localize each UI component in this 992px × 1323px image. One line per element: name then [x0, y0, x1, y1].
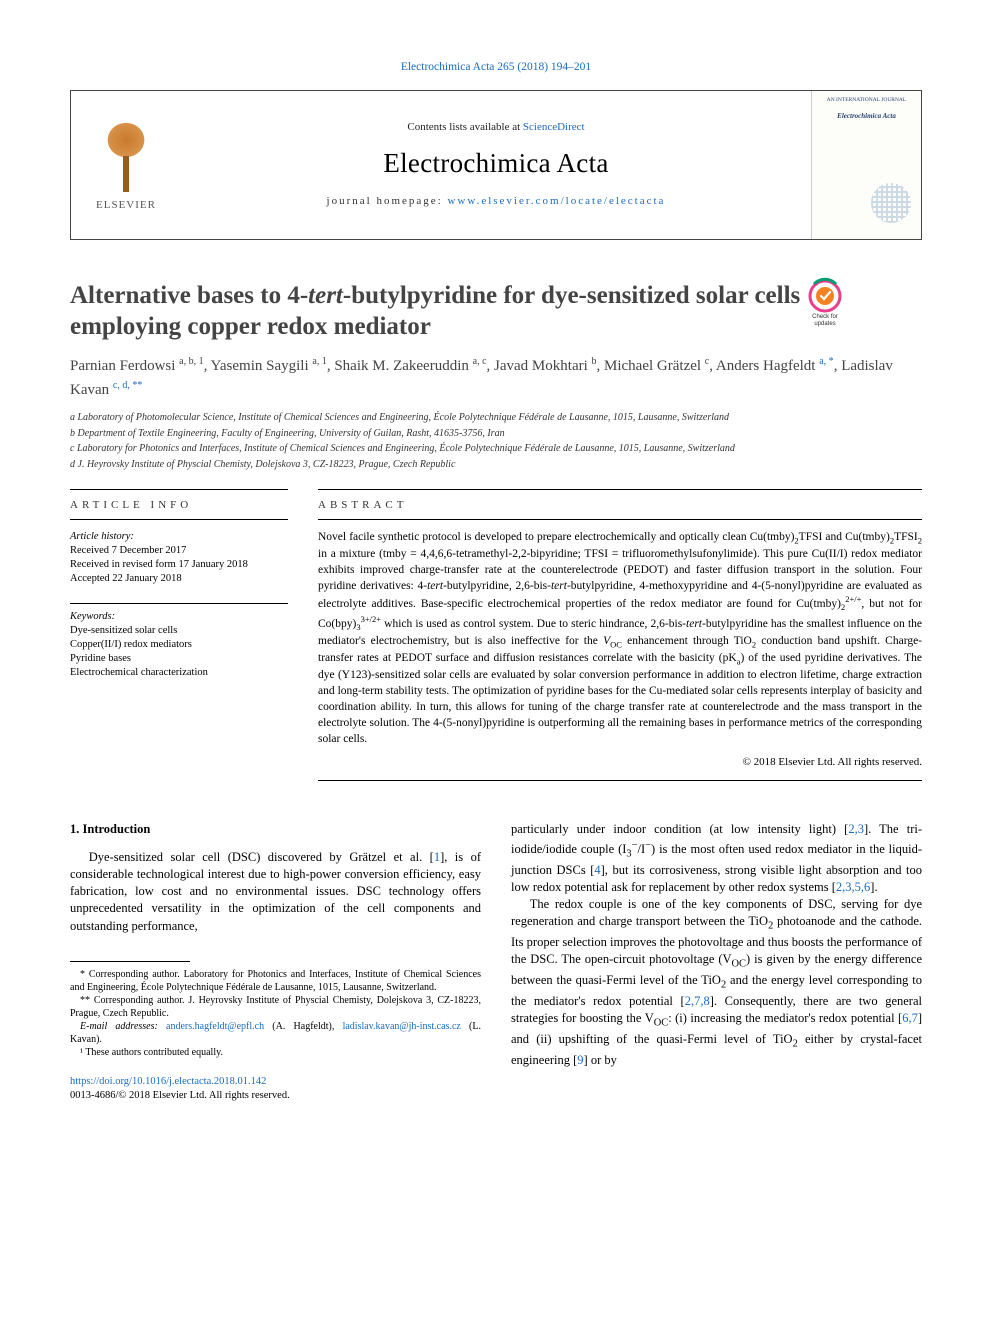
email-link-1[interactable]: anders.hagfeldt@epfl.ch [166, 1021, 264, 1032]
footnote-equal-contrib: ¹ These authors contributed equally. [70, 1046, 481, 1059]
svg-text:Check for: Check for [812, 314, 838, 320]
elsevier-logo: ELSEVIER [71, 91, 181, 239]
section-heading: 1. Introduction [70, 821, 481, 838]
left-column: 1. Introduction Dye-sensitized solar cel… [70, 821, 481, 1103]
issn-copyright: 0013-4686/© 2018 Elsevier Ltd. All right… [70, 1089, 481, 1103]
history-revised: Received in revised form 17 January 2018 [70, 558, 288, 572]
cover-small-text: AN INTERNATIONAL JOURNAL [820, 97, 913, 103]
contents-prefix: Contents lists available at [407, 121, 522, 133]
running-head: Electrochimica Acta 265 (2018) 194–201 [70, 60, 922, 76]
body-two-column: 1. Introduction Dye-sensitized solar cel… [70, 821, 922, 1103]
globe-icon [871, 183, 911, 223]
right-column: particularly under indoor condition (at … [511, 821, 922, 1103]
article-title: Alternative bases to 4-tert-butylpyridin… [70, 280, 922, 343]
keywords-list: Dye-sensitized solar cells Copper(II/I) … [70, 624, 288, 681]
footnote-corresponding-1: * Corresponding author. Laboratory for P… [70, 968, 481, 994]
publisher-label: ELSEVIER [96, 198, 156, 213]
abstract-text: Novel facile synthetic protocol is devel… [318, 530, 922, 748]
footnotes: * Corresponding author. Laboratory for P… [70, 968, 481, 1059]
svg-text:updates: updates [814, 321, 835, 327]
body-paragraph: particularly under indoor condition (at … [511, 821, 922, 896]
contents-line: Contents lists available at ScienceDirec… [189, 120, 803, 135]
keyword: Copper(II/I) redox mediators [70, 638, 288, 652]
cover-title-text: Electrochimica Acta [820, 113, 913, 121]
abstract-column: ABSTRACT Novel facile synthetic protocol… [318, 489, 922, 781]
affiliations: a Laboratory of Photomolecular Science, … [70, 411, 922, 471]
homepage-line: journal homepage: www.elsevier.com/locat… [189, 194, 803, 209]
journal-name: Electrochimica Acta [189, 145, 803, 181]
body-paragraph: Dye-sensitized solar cell (DSC) discover… [70, 849, 481, 935]
authors-line: Parnian Ferdowsi a, b, 1, Yasemin Saygil… [70, 354, 922, 401]
body-paragraph: The redox couple is one of the key compo… [511, 896, 922, 1069]
copyright-line: © 2018 Elsevier Ltd. All rights reserved… [318, 755, 922, 770]
history-label: Article history: [70, 530, 288, 544]
history-accepted: Accepted 22 January 2018 [70, 572, 288, 586]
keyword: Dye-sensitized solar cells [70, 624, 288, 638]
title-pre: Alternative bases to 4- [70, 282, 308, 309]
journal-header: ELSEVIER Contents lists available at Sci… [70, 90, 922, 240]
abstract-heading: ABSTRACT [318, 490, 922, 519]
footnote-corresponding-2: ** Corresponding author. J. Heyrovsky In… [70, 994, 481, 1020]
keyword: Pyridine bases [70, 652, 288, 666]
sciencedirect-link[interactable]: ScienceDirect [523, 121, 585, 133]
affiliation: d J. Heyrovsky Institute of Physcial Che… [70, 458, 922, 472]
title-italic: tert [308, 282, 343, 309]
elsevier-tree-icon [91, 116, 161, 196]
journal-cover-thumb: AN INTERNATIONAL JOURNAL Electrochimica … [811, 91, 921, 239]
check-updates-badge[interactable]: Check for updates [798, 276, 852, 330]
footnote-emails: E-mail addresses: anders.hagfeldt@epfl.c… [70, 1020, 481, 1046]
article-history: Article history: Received 7 December 201… [70, 530, 288, 587]
affiliation: a Laboratory of Photomolecular Science, … [70, 411, 922, 425]
doi-link[interactable]: https://doi.org/10.1016/j.electacta.2018… [70, 1076, 266, 1087]
affiliation: c Laboratory for Photonics and Interface… [70, 442, 922, 456]
keywords-label: Keywords: [70, 603, 288, 624]
citation-link[interactable]: Electrochimica Acta 265 (2018) 194–201 [401, 61, 591, 73]
article-info-column: ARTICLE INFO Article history: Received 7… [70, 489, 288, 781]
affiliation: b Department of Textile Engineering, Fac… [70, 427, 922, 441]
homepage-prefix: journal homepage: [327, 195, 448, 207]
doi-line: https://doi.org/10.1016/j.electacta.2018… [70, 1075, 481, 1089]
email-who-1: (A. Hagfeldt), [264, 1021, 342, 1032]
email-link-2[interactable]: ladislav.kavan@jh-inst.cas.cz [343, 1021, 461, 1032]
homepage-link[interactable]: www.elsevier.com/locate/electacta [447, 195, 665, 207]
email-label: E-mail addresses: [80, 1021, 166, 1032]
keyword: Electrochemical characterization [70, 666, 288, 680]
article-info-heading: ARTICLE INFO [70, 490, 288, 519]
history-received: Received 7 December 2017 [70, 544, 288, 558]
